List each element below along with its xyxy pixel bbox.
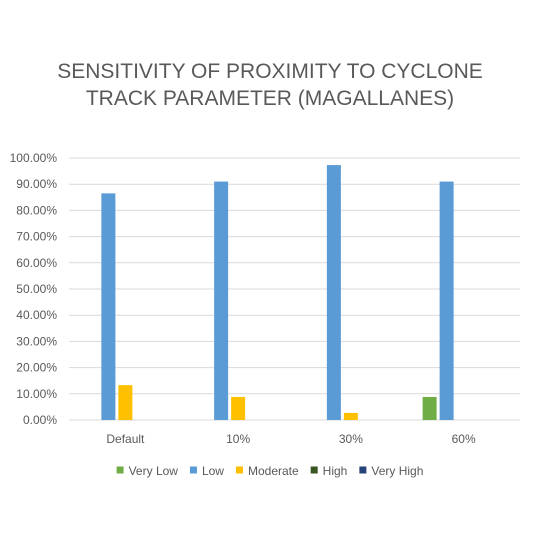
legend-swatch-very-high — [359, 466, 367, 474]
bar-low-3 — [439, 181, 454, 420]
y-tick-label: 40.00% — [16, 308, 57, 322]
bar-moderate-1 — [231, 396, 246, 420]
legend-swatch-high — [310, 466, 318, 474]
x-tick-label: 30% — [339, 432, 363, 446]
y-tick-label: 20.00% — [16, 361, 57, 375]
bar-low-2 — [326, 165, 341, 420]
legend-swatch-low — [189, 466, 197, 474]
legend-label-moderate: Moderate — [248, 464, 299, 478]
chart-title: SENSITIVITY OF PROXIMITY TO CYCLONE TRAC… — [20, 58, 520, 112]
legend-swatch-moderate — [235, 466, 243, 474]
y-tick-label: 100.00% — [10, 151, 58, 165]
y-tick-label: 70.00% — [16, 230, 57, 244]
legend-label-low: Low — [202, 464, 224, 478]
legend-label-very-high: Very High — [371, 464, 423, 478]
chart-title-line-1: SENSITIVITY OF PROXIMITY TO CYCLONE — [57, 60, 483, 83]
legend-swatch-very-low — [116, 466, 124, 474]
y-tick-label: 50.00% — [16, 282, 57, 296]
bar-low-1 — [214, 181, 229, 420]
x-tick-label: 60% — [452, 432, 476, 446]
y-tick-label: 90.00% — [16, 177, 57, 191]
x-tick-label: Default — [106, 432, 145, 446]
legend-label-very-low: Very Low — [129, 464, 179, 478]
bar-moderate-0 — [118, 385, 133, 420]
x-tick-label: 10% — [226, 432, 250, 446]
y-tick-label: 80.00% — [16, 203, 57, 217]
bar-moderate-2 — [343, 412, 358, 420]
y-tick-label: 10.00% — [16, 387, 57, 401]
bar-low-0 — [101, 193, 116, 420]
y-tick-label: 0.00% — [23, 413, 57, 427]
chart-title-line-2: TRACK PARAMETER (MAGALLANES) — [85, 87, 455, 110]
y-tick-label: 60.00% — [16, 256, 57, 270]
legend-label-high: High — [323, 464, 348, 478]
y-tick-label: 30.00% — [16, 334, 57, 348]
bar-very-low-3 — [422, 396, 437, 420]
